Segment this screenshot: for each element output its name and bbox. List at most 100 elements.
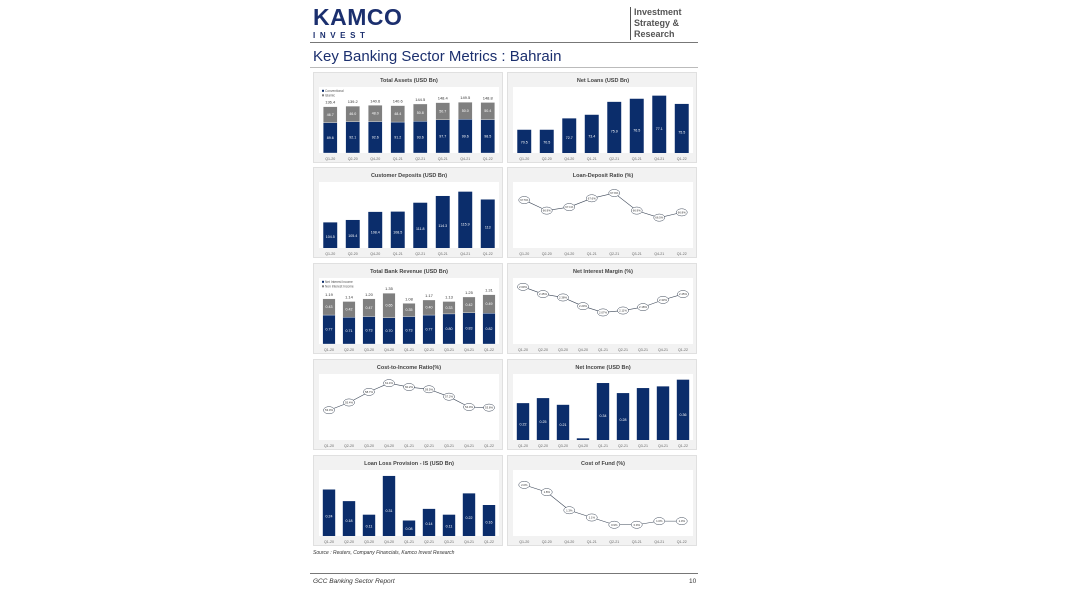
bar-total-label: 1.13 (445, 295, 454, 300)
chart-title: Cost of Fund (%) (581, 461, 625, 467)
bar-value-label: 89.6 (327, 136, 334, 140)
x-tick-label: Q4-21 (654, 252, 664, 256)
bar-value-label: 70.5 (521, 141, 528, 145)
data-point (541, 206, 553, 215)
bar (616, 393, 630, 440)
bar-total-label: 140.6 (370, 98, 381, 103)
bar-segment (435, 102, 450, 120)
chart-title: Total Bank Revenue (USD Bn) (370, 269, 448, 275)
bar-value-label: 0.43 (326, 305, 333, 309)
bar-value-label: 0.42 (346, 308, 353, 312)
legend-label: Non Interest Income (325, 285, 354, 289)
kamco-logo: KAMCO INVEST (313, 4, 402, 41)
x-tick-label: Q2-21 (424, 540, 434, 544)
data-point-label: 61.4% (385, 381, 393, 385)
bar-segment (390, 105, 405, 123)
bar-segment (462, 296, 476, 313)
bar-segment (323, 106, 338, 123)
bar-value-label: 0.73 (406, 328, 413, 332)
bar (442, 514, 456, 536)
data-point-label: 2.18% (639, 305, 647, 309)
bar-value-label: 0.70 (386, 329, 393, 333)
x-tick-label: Q1-20 (519, 252, 529, 256)
bar-value-label: 0.08 (406, 527, 413, 531)
data-point-label: 2.38% (559, 295, 567, 299)
x-tick-label: Q2-20 (542, 540, 552, 544)
bar (323, 222, 338, 248)
x-tick-label: Q2-21 (609, 252, 619, 256)
data-point-label: 55.4% (345, 400, 353, 404)
net-loans-chart: Net Loans (USD Bn) Q1-20 Q2-20 Q4-20 Q1-21 Q2… (507, 72, 697, 163)
data-point-label: 2.45% (539, 292, 547, 296)
bar-segment (322, 298, 336, 316)
bar-value-label: 76.5 (633, 128, 640, 132)
legend-swatch (322, 285, 324, 288)
bar-value-label: 93.6 (417, 135, 424, 139)
bar-value-label: 0.82 (486, 327, 493, 331)
bar-value-label: 46.0 (349, 112, 356, 116)
data-point-label: 67.5% (520, 198, 528, 202)
bar-total-label: 1.17 (425, 293, 434, 298)
bar-total-label: 144.5 (415, 97, 426, 102)
loan-loss-provision-chart: Loan Loss Provision - IS (USD Bn) Q1-20 Q2… (313, 455, 503, 546)
bar-segment (368, 105, 383, 122)
bar-total-label: 149.5 (460, 95, 471, 100)
legend-swatch (322, 280, 324, 283)
chart-title: Net Income (USD Bn) (575, 365, 630, 371)
data-point-label: 1.0% (656, 519, 663, 523)
x-tick-label: Q1-22 (678, 444, 688, 448)
x-tick-label: Q2-20 (542, 252, 552, 256)
net-income-chart: Net Income (USD Bn) Q1-20 Q2-20 Q3-20 Q4-20 Q… (507, 359, 697, 450)
bar-value-label: 114.3 (438, 224, 447, 228)
data-point (443, 392, 455, 401)
data-point (637, 303, 649, 311)
x-tick-label: Q3-21 (444, 444, 454, 448)
bar (435, 195, 450, 248)
bar (576, 438, 590, 440)
data-point-label: 2.0% (521, 483, 528, 487)
bar-value-label: 115.9 (461, 222, 470, 226)
x-tick-label: Q1-21 (587, 252, 597, 256)
x-tick-label: Q1-21 (587, 157, 597, 161)
x-tick-label: Q2-20 (348, 157, 358, 161)
bar-value-label: 75.5 (678, 130, 685, 134)
data-point (557, 293, 569, 302)
legend-swatch (322, 94, 324, 97)
bar-value-label: 0.25 (540, 420, 547, 424)
x-tick-label: Q4-21 (464, 444, 474, 448)
bar (636, 388, 650, 440)
data-point-label: 60.2% (405, 385, 413, 389)
x-tick-label: Q2-21 (424, 348, 434, 352)
loan-deposit-ratio-chart: Loan-Deposit Ratio (%) Q1-20 Q2-20 Q4-20 Q1-… (507, 167, 697, 258)
bar-value-label: 0.18 (346, 519, 353, 523)
data-point (563, 506, 575, 515)
bar (390, 211, 405, 248)
x-tick-label: Q1-20 (518, 444, 528, 448)
logo-main: KAMCO (313, 4, 403, 30)
bar-total-label: 139.2 (348, 99, 359, 104)
legend-label: Net Interest Income (325, 280, 353, 284)
bar (413, 202, 428, 248)
x-tick-label: Q4-21 (658, 444, 668, 448)
bar-value-label: 0.80 (446, 327, 453, 331)
x-tick-label: Q3-21 (632, 540, 642, 544)
bar (656, 386, 670, 440)
x-tick-label: Q4-20 (578, 348, 588, 352)
chart-title: Net Loans (USD Bn) (577, 78, 629, 84)
data-point-label: 67.1% (565, 205, 573, 209)
x-tick-label: Q1-21 (598, 444, 608, 448)
data-point (631, 520, 643, 529)
x-tick-label: Q3-21 (638, 348, 648, 352)
data-point (541, 488, 553, 496)
bar-value-label: 0.49 (486, 302, 493, 306)
bar-value-label: 46.7 (327, 113, 334, 117)
bar-segment (402, 303, 416, 317)
bar-value-label: 91.2 (394, 136, 401, 140)
bar (652, 95, 667, 153)
bar-segment (342, 301, 356, 318)
data-point (383, 379, 395, 388)
bar-value-label: 0.21 (560, 423, 567, 427)
data-point (608, 189, 620, 197)
bar-total-label: 1.35 (385, 286, 394, 291)
total-bank-revenue-chart: Total Bank Revenue (USD Bn) Q1-20 Q2-20 Q3-… (313, 263, 503, 354)
